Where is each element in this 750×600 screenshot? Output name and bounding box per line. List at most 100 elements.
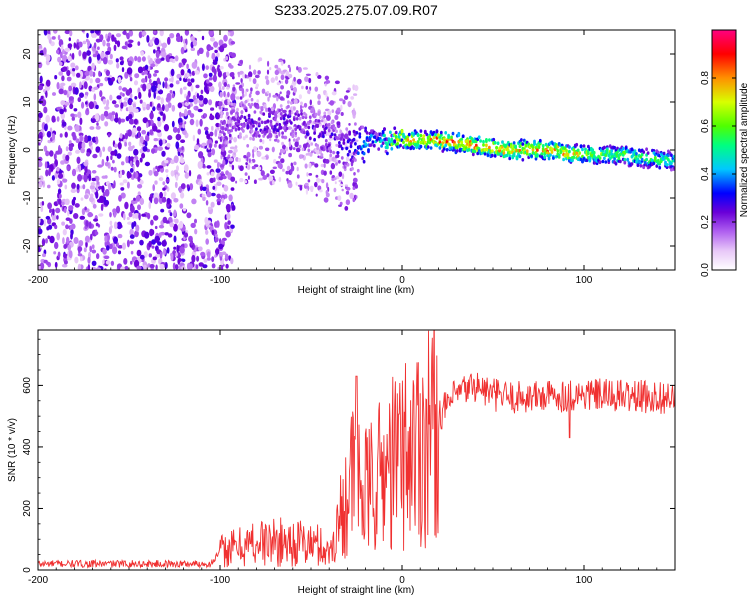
heatmap-noise-cell — [122, 101, 128, 107]
heatmap-noise-cell — [151, 148, 156, 154]
heatmap-noise-cell — [208, 72, 213, 77]
heatmap-noise-cell — [68, 37, 72, 42]
heatmap-ridge-cell — [291, 134, 295, 138]
x-tick-label: -200 — [28, 575, 48, 586]
heatmap-noise-cell — [45, 90, 48, 98]
heatmap-ridge-cell — [550, 150, 554, 154]
heatmap-haze-cell — [339, 201, 343, 206]
heatmap-haze-cell — [257, 166, 262, 171]
heatmap-ridge-cell — [319, 115, 322, 119]
heatmap-noise-cell — [169, 33, 175, 39]
heatmap-noise-cell — [141, 31, 147, 36]
heatmap-noise-cell — [95, 125, 101, 130]
heatmap-ridge-cell — [338, 141, 341, 145]
heatmap-noise-cell — [51, 175, 56, 181]
heatmap-ridge-cell — [298, 144, 302, 149]
heatmap-haze-cell — [232, 84, 236, 88]
heatmap-noise-cell — [148, 78, 152, 84]
heatmap-noise-cell — [207, 151, 212, 158]
heatmap-noise-cell — [230, 40, 236, 45]
heatmap-ridge-cell — [225, 140, 229, 145]
heatmap-ridge-cell — [483, 152, 487, 156]
heatmap-noise-cell — [103, 110, 109, 117]
heatmap-noise-cell — [95, 191, 99, 199]
heatmap-ridge-cell — [246, 124, 250, 128]
heatmap-ridge-cell — [313, 131, 316, 135]
heatmap-noise-cell — [46, 131, 52, 138]
heatmap-ridge-cell — [239, 132, 242, 136]
heatmap-ridge-cell — [432, 135, 436, 140]
heatmap-haze-cell — [226, 71, 230, 77]
heatmap-ridge-cell — [301, 147, 305, 152]
heatmap-ridge-cell — [268, 128, 271, 133]
heatmap-ridge-cell — [415, 145, 418, 150]
colorbar-tick-label: 0.2 — [700, 215, 711, 229]
heatmap-ridge-cell — [349, 144, 353, 149]
heatmap-ridge-cell — [338, 160, 341, 164]
heatmap-ridge-cell — [300, 109, 303, 113]
snr-panel: -200 -100 0 100 0 200 400 600 Height of straig… — [7, 329, 676, 596]
heatmap-haze-cell — [274, 69, 279, 76]
heatmap-noise-cell — [134, 96, 138, 100]
heatmap-ridge-cell — [316, 144, 319, 148]
heatmap-noise-cell — [189, 118, 195, 126]
heatmap-noise-cell — [139, 157, 143, 163]
heatmap-noise-cell — [105, 103, 109, 107]
heatmap-noise-cell — [178, 62, 182, 68]
heatmap-noise-cell — [181, 146, 184, 151]
heatmap-noise-cell — [219, 45, 225, 53]
heatmap-noise-cell — [130, 205, 135, 214]
heatmap-ridge-cell — [370, 134, 373, 138]
heatmap-ridge-cell — [255, 134, 258, 138]
heatmap-ridge-cell — [252, 124, 255, 128]
heatmap-noise-cell — [183, 232, 189, 238]
heatmap-noise-cell — [110, 225, 113, 229]
heatmap-noise-cell — [142, 117, 148, 124]
heatmap-noise-cell — [115, 58, 119, 63]
heatmap-noise-cell — [173, 246, 177, 250]
heatmap-ridge-cell — [220, 111, 223, 116]
heatmap-ridge-cell — [288, 109, 292, 114]
heatmap-haze-cell — [325, 92, 328, 99]
heatmap-ridge-cell — [584, 147, 587, 152]
heatmap-noise-cell — [85, 241, 88, 248]
heatmap-haze-cell — [237, 157, 241, 163]
heatmap-ridge-cell — [389, 130, 392, 135]
heatmap-noise-cell — [206, 251, 211, 259]
heatmap-haze-cell — [308, 77, 312, 84]
heatmap-noise-cell — [198, 151, 204, 159]
heatmap-noise-cell — [93, 93, 97, 101]
heatmap-haze-cell — [223, 82, 227, 87]
heatmap-noise-cell — [138, 31, 143, 39]
heatmap-haze-cell — [354, 85, 359, 92]
heatmap-noise-cell — [217, 113, 220, 120]
heatmap-ridge-cell — [297, 113, 300, 117]
heatmap-haze-cell — [285, 70, 290, 77]
heatmap-haze-cell — [330, 162, 336, 170]
heatmap-noise-cell — [139, 239, 144, 246]
heatmap-noise-cell — [115, 33, 122, 38]
heatmap-noise-cell — [213, 68, 217, 76]
heatmap-haze-cell — [280, 85, 284, 90]
heatmap-noise-cell — [117, 233, 123, 239]
heatmap-noise-cell — [70, 188, 77, 193]
heatmap-ridge-cell — [234, 145, 238, 149]
heatmap-noise-cell — [44, 161, 48, 169]
heatmap-ridge-cell — [371, 140, 375, 144]
heatmap-noise-cell — [173, 223, 178, 232]
heatmap-haze-cell — [286, 165, 291, 171]
heatmap-ridge-cell — [444, 131, 448, 135]
heatmap-noise-cell — [176, 244, 180, 253]
heatmap-noise-cell — [95, 267, 102, 270]
heatmap-noise-cell — [189, 183, 194, 191]
heatmap-noise-cell — [112, 246, 118, 255]
heatmap-ridge-cell — [311, 113, 315, 117]
heatmap-noise-cell — [100, 113, 105, 121]
heatmap-haze-cell — [248, 93, 252, 98]
heatmap-noise-cell — [92, 203, 97, 209]
heatmap-haze-cell — [290, 85, 294, 89]
heatmap-haze-cell — [223, 107, 229, 112]
heatmap-ridge-cell — [635, 152, 638, 156]
heatmap-noise-cell — [57, 251, 61, 258]
heatmap-haze-cell — [304, 182, 309, 186]
